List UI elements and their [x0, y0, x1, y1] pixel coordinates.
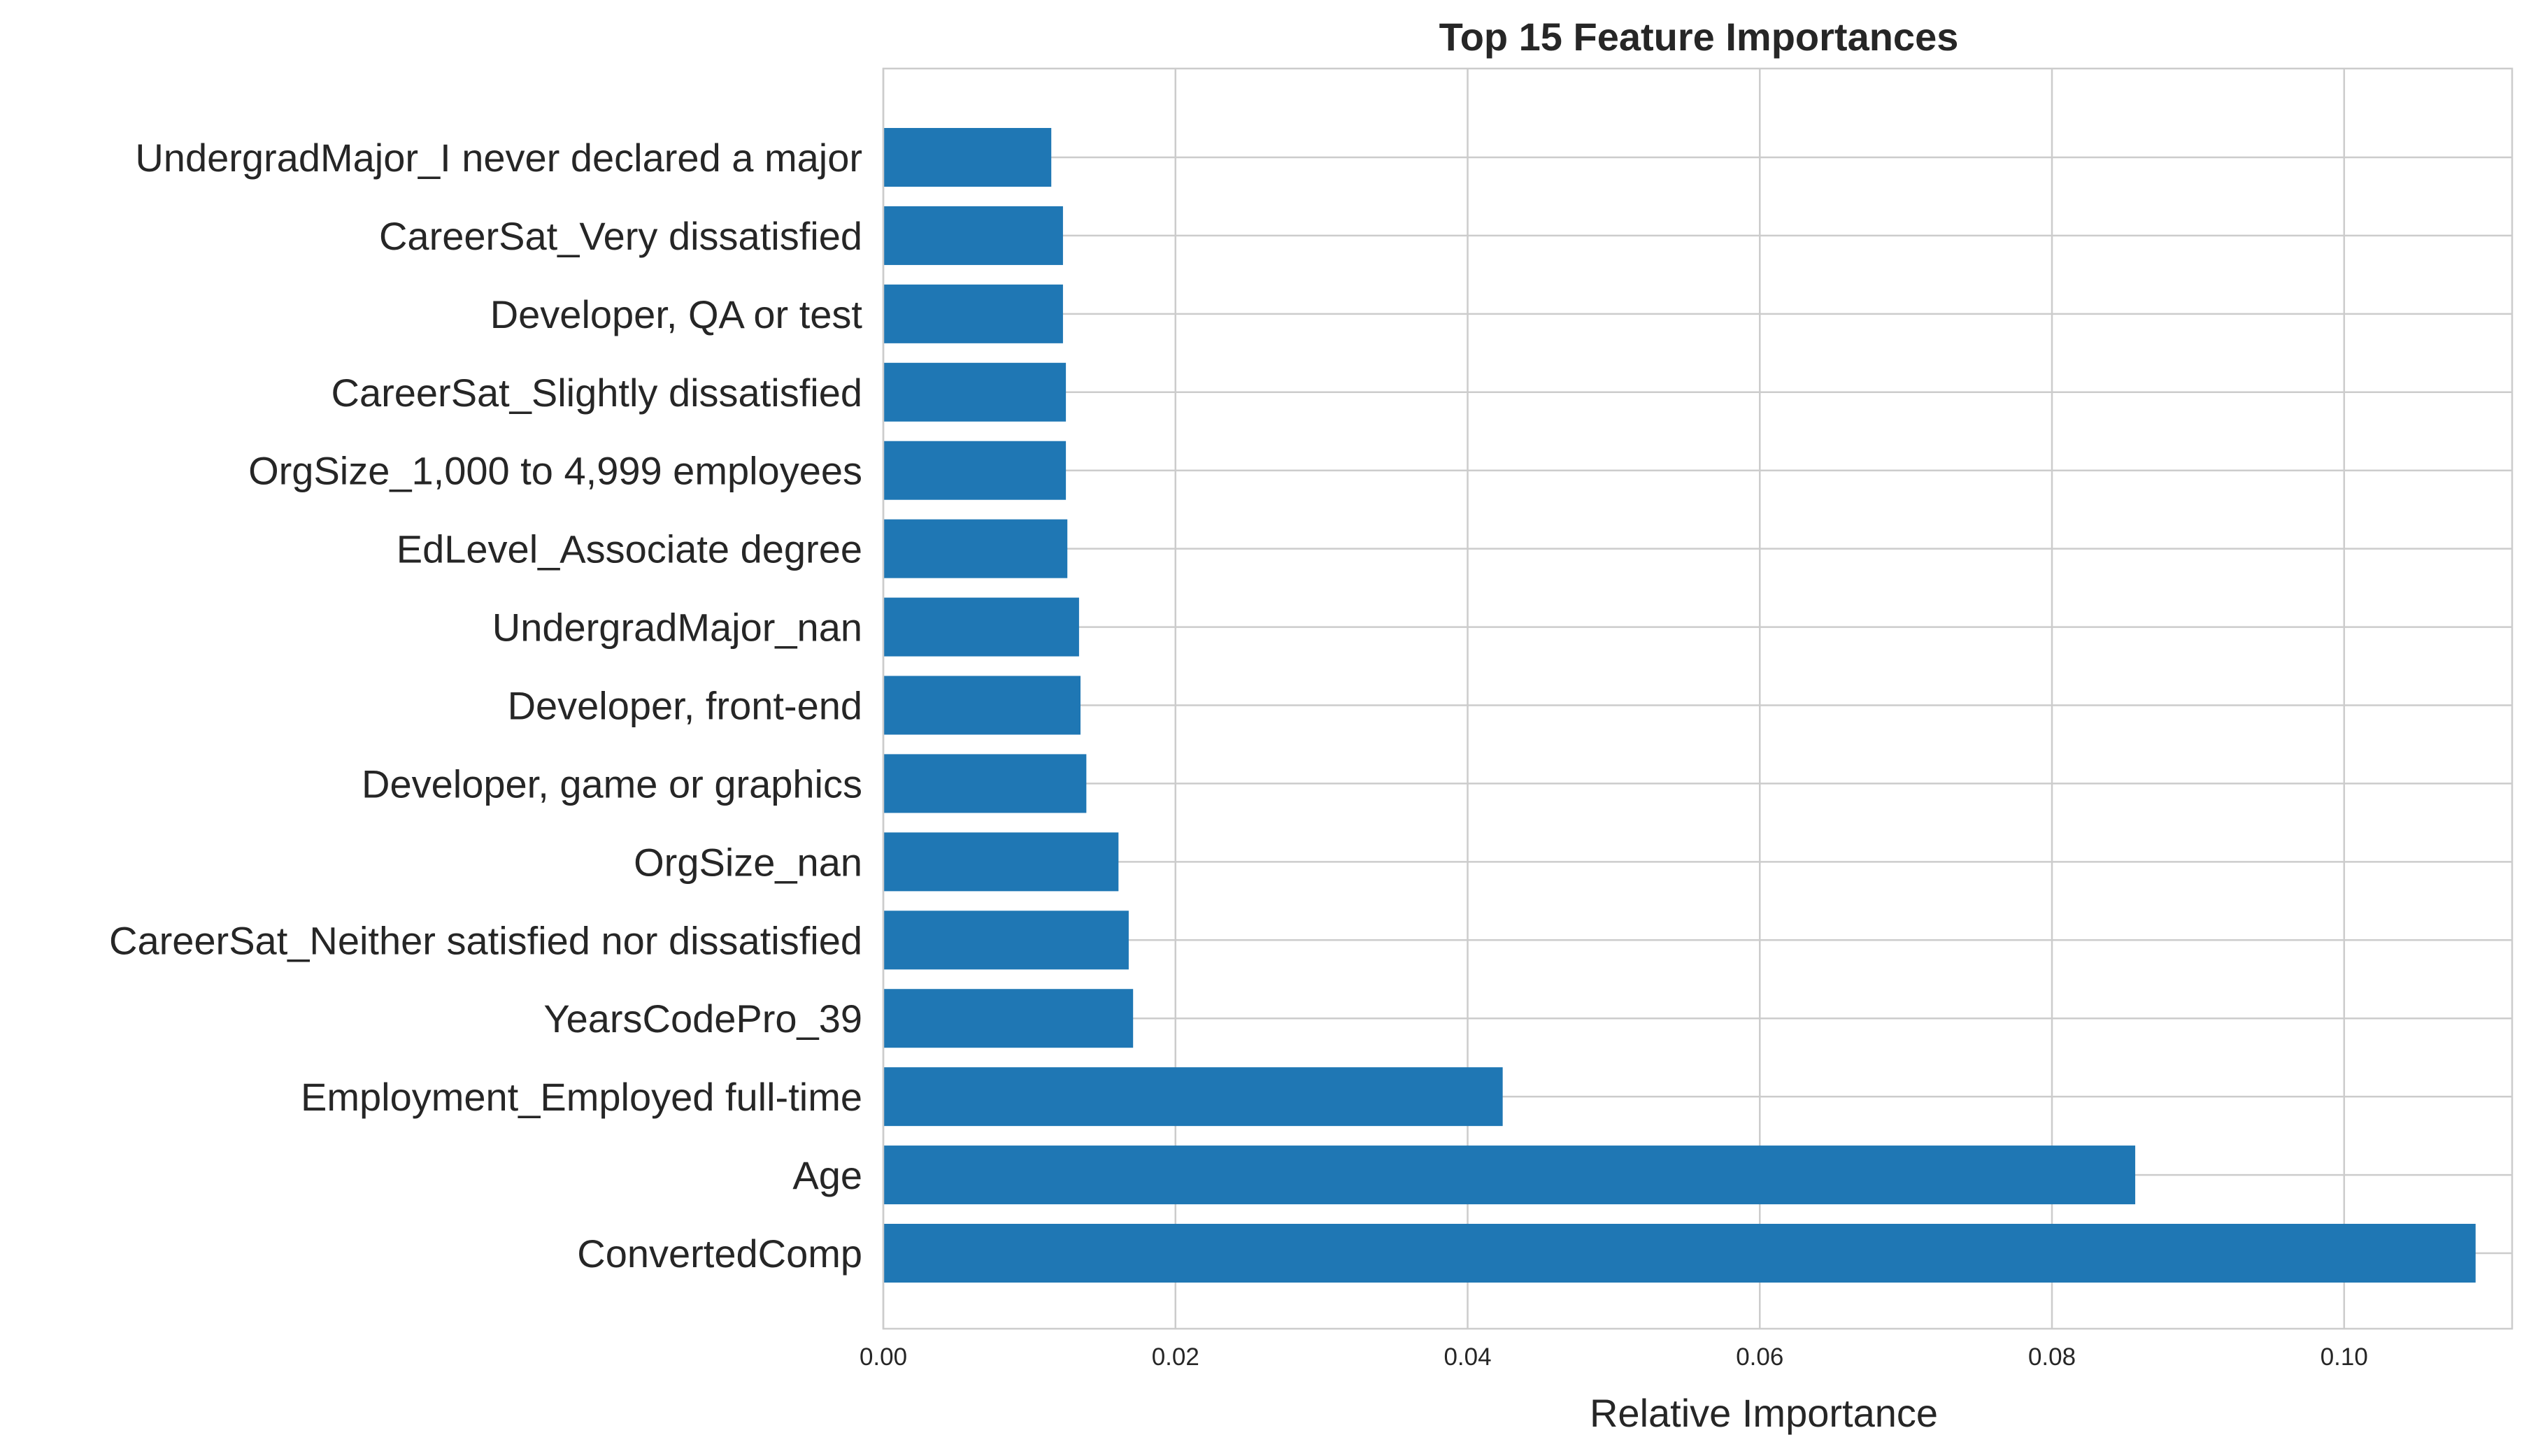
x-tick-labels: 0.00 0.02 0.04 0.06 0.08 0.10 — [860, 1343, 2368, 1371]
category-label-5: OrgSize_nan — [634, 840, 862, 884]
category-label-1: Age — [792, 1153, 862, 1197]
category-label-2: Employment_Employed full-time — [301, 1075, 862, 1119]
bar-3 — [883, 989, 1134, 1048]
category-label-14: UndergradMajor_I never declared a major — [135, 136, 862, 180]
bar-2 — [883, 1067, 1503, 1127]
bar-8 — [883, 597, 1079, 657]
x-tick-label-1: 0.02 — [1152, 1343, 1199, 1371]
bar-5 — [883, 832, 1119, 892]
bar-10 — [883, 441, 1067, 500]
bar-11 — [883, 362, 1067, 422]
x-tick-label-3: 0.06 — [1736, 1343, 1783, 1371]
bar-13 — [883, 206, 1063, 265]
category-label-13: CareerSat_Very dissatisfied — [379, 214, 862, 258]
category-label-12: Developer, QA or test — [490, 292, 863, 336]
x-tick-label-0: 0.00 — [860, 1343, 907, 1371]
bar-12 — [883, 284, 1063, 343]
x-tick-label-5: 0.10 — [2320, 1343, 2368, 1371]
x-axis-title: Relative Importance — [1590, 1391, 1938, 1435]
category-label-8: UndergradMajor_nan — [492, 606, 862, 650]
bar-1 — [883, 1145, 2136, 1205]
chart-title: Top 15 Feature Importances — [1439, 15, 1959, 59]
bar-6 — [883, 754, 1087, 813]
category-label-4: CareerSat_Neither satisfied nor dissatis… — [109, 918, 862, 962]
category-label-3: YearsCodePro_39 — [543, 997, 862, 1041]
bar-0 — [883, 1224, 2476, 1283]
x-tick-label-2: 0.04 — [1443, 1343, 1491, 1371]
category-label-0: ConvertedComp — [577, 1232, 862, 1276]
bar-4 — [883, 911, 1129, 970]
category-label-9: EdLevel_Associate degree — [397, 527, 862, 571]
bar-14 — [883, 128, 1052, 187]
category-label-11: CareerSat_Slightly dissatisfied — [331, 371, 862, 415]
bar-7 — [883, 676, 1081, 735]
bar-9 — [883, 519, 1068, 578]
category-label-6: Developer, game or graphics — [362, 762, 862, 806]
x-tick-label-4: 0.08 — [2028, 1343, 2076, 1371]
category-label-7: Developer, front-end — [508, 684, 862, 728]
bars — [883, 128, 2476, 1283]
category-label-10: OrgSize_1,000 to 4,999 employees — [248, 449, 862, 493]
category-labels: ConvertedComp Age Employment_Employed full… — [109, 136, 862, 1276]
plot-frame — [882, 67, 2514, 1330]
